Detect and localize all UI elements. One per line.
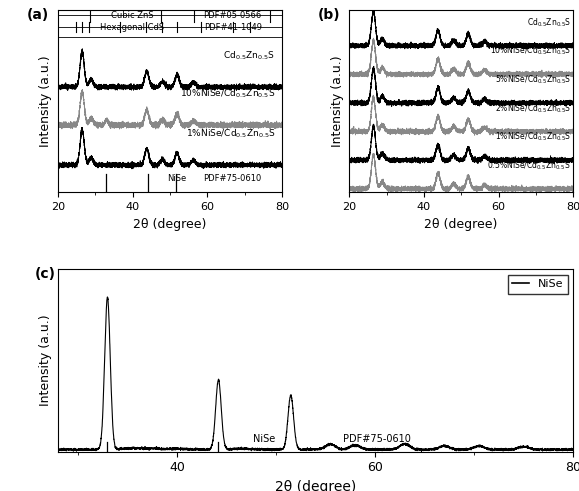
- Text: PDF#41-1049: PDF#41-1049: [204, 23, 262, 32]
- Y-axis label: Intensity (a.u.): Intensity (a.u.): [331, 55, 343, 147]
- Text: Cd$_{0.5}$Zn$_{0.5}$S: Cd$_{0.5}$Zn$_{0.5}$S: [223, 50, 275, 62]
- Text: (a): (a): [27, 8, 49, 22]
- Text: 10%NiSe/Cd$_{0.5}$Zn$_{0.5}$S: 10%NiSe/Cd$_{0.5}$Zn$_{0.5}$S: [180, 88, 275, 100]
- Legend: NiSe: NiSe: [508, 274, 567, 294]
- Text: 1%NiSe/Cd$_{0.5}$Zn$_{0.5}$S: 1%NiSe/Cd$_{0.5}$Zn$_{0.5}$S: [186, 128, 275, 140]
- Text: 10%NiSe/Cd$_{0.5}$Zn$_{0.5}$S: 10%NiSe/Cd$_{0.5}$Zn$_{0.5}$S: [490, 45, 571, 57]
- Text: PDF#75-0610: PDF#75-0610: [343, 434, 411, 444]
- Text: Hexagonal CdS: Hexagonal CdS: [100, 23, 164, 32]
- X-axis label: 2θ (degree): 2θ (degree): [275, 480, 356, 491]
- Text: (c): (c): [35, 267, 56, 281]
- Text: 2%NiSe/Cd$_{0.5}$Zn$_{0.5}$S: 2%NiSe/Cd$_{0.5}$Zn$_{0.5}$S: [494, 102, 571, 114]
- Text: PDF#05-0566: PDF#05-0566: [204, 11, 262, 20]
- Text: NiSe: NiSe: [253, 434, 275, 444]
- X-axis label: 2θ (degree): 2θ (degree): [133, 218, 207, 231]
- Text: NiSe: NiSe: [167, 173, 186, 183]
- X-axis label: 2θ (degree): 2θ (degree): [424, 218, 498, 231]
- Y-axis label: Intensity (a.u.): Intensity (a.u.): [39, 315, 52, 406]
- Text: 1%NiSe/Cd$_{0.5}$Zn$_{0.5}$S: 1%NiSe/Cd$_{0.5}$Zn$_{0.5}$S: [494, 131, 571, 143]
- Text: Cd$_{0.5}$Zn$_{0.5}$S: Cd$_{0.5}$Zn$_{0.5}$S: [527, 16, 571, 28]
- Text: (b): (b): [318, 8, 340, 22]
- Y-axis label: Intensity (a.u.): Intensity (a.u.): [39, 55, 52, 147]
- Text: 0.5%NiSe/Cd$_{0.5}$Zn$_{0.5}$S: 0.5%NiSe/Cd$_{0.5}$Zn$_{0.5}$S: [488, 159, 571, 172]
- Text: Cubic ZnS: Cubic ZnS: [111, 11, 153, 20]
- Text: 5%NiSe/Cd$_{0.5}$Zn$_{0.5}$S: 5%NiSe/Cd$_{0.5}$Zn$_{0.5}$S: [494, 73, 571, 86]
- Text: PDF#75-0610: PDF#75-0610: [204, 173, 262, 183]
